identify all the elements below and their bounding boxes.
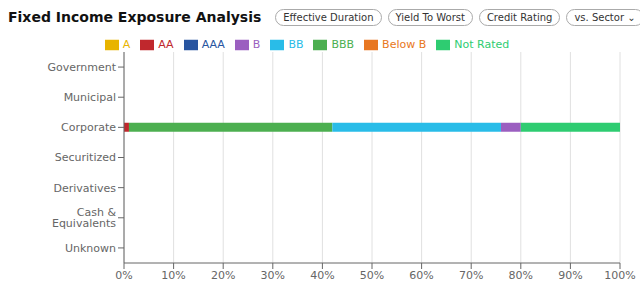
svg-text:Corporate: Corporate — [61, 121, 116, 134]
html-text:Fixed Income Exposure Analysis: Fixed Income Exposure Analysis — [8, 9, 262, 25]
html-text:B: B — [252, 38, 261, 51]
html-text:BBB: BBB — [331, 38, 355, 51]
html-text:Effective Duration: Effective Duration — [283, 11, 374, 23]
svg-text:Government: Government — [47, 61, 116, 74]
html-text:AAA: AAA — [201, 38, 225, 51]
svg-text:Unknown: Unknown — [65, 242, 116, 255]
svg-text:80%: 80% — [509, 269, 533, 282]
html-text:BB: BB — [288, 38, 304, 51]
svg-text:20%: 20% — [211, 269, 235, 282]
html-text:Below B: Below B — [382, 38, 427, 51]
html-text:Yield To Worst: Yield To Worst — [395, 11, 465, 23]
html-text:Not Rated: Not Rated — [454, 38, 510, 51]
svg-text:Securitized: Securitized — [55, 151, 116, 164]
svg-text:Derivatives: Derivatives — [54, 182, 117, 195]
svg-text:50%: 50% — [360, 269, 384, 282]
html-text:Credit Rating: Credit Rating — [486, 11, 553, 23]
svg-text:90%: 90% — [558, 269, 582, 282]
svg-text:40%: 40% — [310, 269, 334, 282]
html-text:AA: AA — [158, 38, 174, 51]
svg-text:60%: 60% — [409, 269, 433, 282]
html-text:vs. Sector ⌄: vs. Sector ⌄ — [574, 11, 636, 23]
svg-text:Cash &Equivalents: Cash &Equivalents — [52, 206, 116, 230]
svg-text:Municipal: Municipal — [64, 91, 116, 104]
svg-text:10%: 10% — [161, 269, 185, 282]
svg-text:0%: 0% — [115, 269, 132, 282]
svg-text:70%: 70% — [459, 269, 483, 282]
svg-text:30%: 30% — [261, 269, 285, 282]
svg-text:100%: 100% — [604, 269, 632, 282]
html-text:A: A — [122, 38, 131, 51]
